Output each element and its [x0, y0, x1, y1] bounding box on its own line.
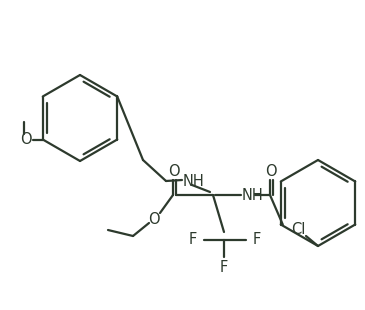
Text: O: O	[265, 165, 277, 179]
Text: F: F	[220, 260, 228, 276]
Text: O: O	[168, 165, 180, 179]
Text: F: F	[189, 232, 197, 247]
Text: O: O	[148, 212, 160, 228]
Text: Cl: Cl	[291, 222, 305, 237]
Text: NH: NH	[242, 188, 264, 202]
Text: O: O	[20, 132, 32, 147]
Text: NH: NH	[183, 174, 205, 188]
Text: F: F	[253, 232, 261, 247]
